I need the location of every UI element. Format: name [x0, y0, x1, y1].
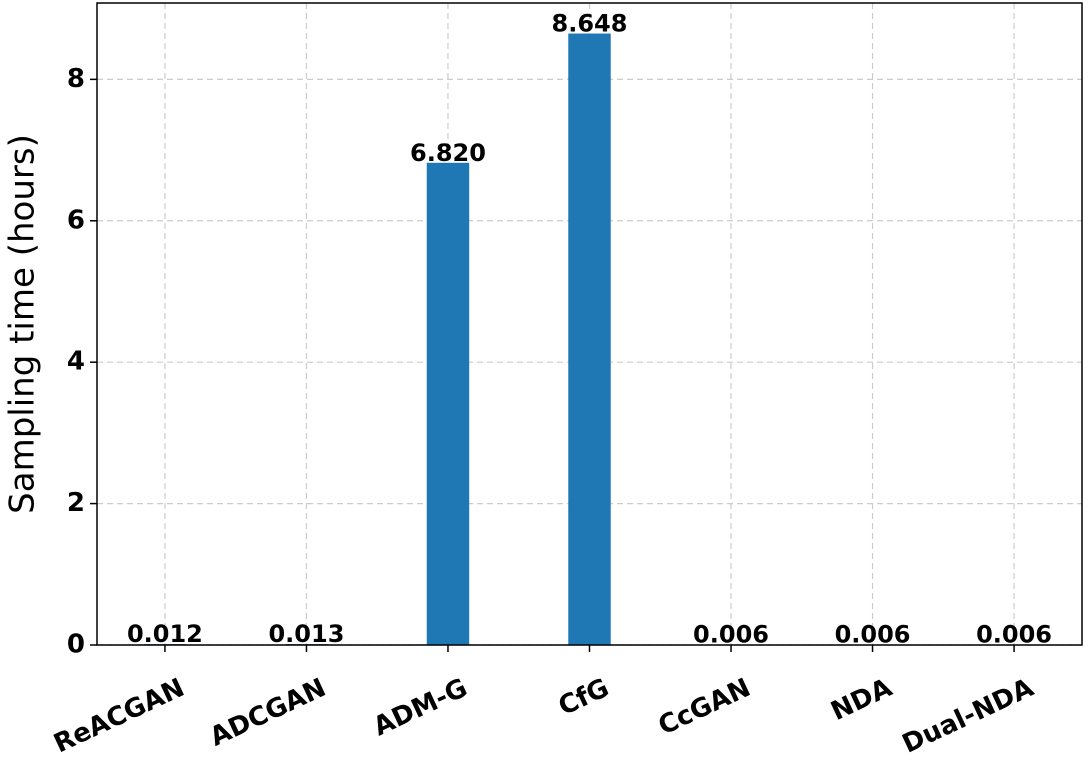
x-tick-label: ReACGAN [49, 673, 189, 759]
x-tick-label: ADM-G [369, 673, 472, 742]
value-label: 0.006 [835, 621, 911, 649]
bar [568, 33, 611, 645]
bar [426, 162, 470, 645]
value-label: 8.648 [552, 10, 628, 38]
value-label: 0.013 [268, 620, 344, 648]
value-label: 0.006 [976, 621, 1052, 649]
y-tick-label: 2 [67, 488, 85, 518]
y-tick-label: 0 [67, 630, 85, 660]
y-tick-label: 8 [67, 64, 85, 94]
y-tick-label: 4 [67, 347, 85, 377]
value-label: 6.820 [410, 139, 486, 167]
x-tick-label: Dual-NDA [898, 673, 1038, 760]
x-tick-label: NDA [826, 673, 896, 727]
plot-frame [96, 2, 1083, 646]
value-label: 0.012 [127, 620, 203, 648]
x-tick-label: CcGAN [654, 673, 755, 741]
x-tick-label: ADCGAN [206, 673, 331, 753]
x-tick-label: CfG [554, 673, 614, 722]
value-label: 0.006 [693, 621, 769, 649]
y-axis-label: Sampling time (hours) [3, 134, 43, 514]
y-tick-label: 6 [67, 205, 85, 235]
